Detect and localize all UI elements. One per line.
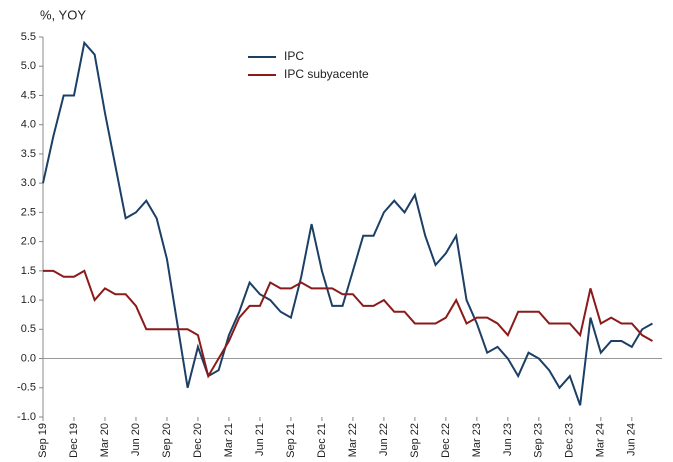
y-tick-label: 2.0 [21,236,36,248]
x-tick-label: Jun 23 [502,423,514,456]
x-tick-label: Dec 22 [440,423,452,458]
y-tick-label: 4.0 [21,119,36,131]
y-tick-label: 2.5 [21,206,36,218]
y-axis-title: %, YOY [40,7,86,22]
x-tick-label: Jun 22 [378,423,390,456]
y-tick-label: 3.5 [21,148,36,160]
y-tick-label: 4.5 [21,89,36,101]
x-tick-label: Dec 19 [68,423,80,458]
y-tick-label: 0.0 [21,352,36,364]
x-tick-label: Mar 20 [99,423,111,457]
x-tick-label: Sep 19 [37,423,49,458]
x-tick-label: Mar 23 [471,423,483,457]
legend-label: IPC subyacente [284,67,369,81]
x-tick-label: Dec 23 [564,423,576,458]
x-tick-label: Sep 23 [533,423,545,458]
x-tick-label: Sep 21 [285,423,297,458]
y-tick-label: -1.0 [17,411,36,423]
y-tick-label: 5.0 [21,60,36,72]
x-tick-label: Jun 24 [626,423,638,456]
y-tick-label: 3.0 [21,177,36,189]
y-tick-label: -0.5 [17,382,36,394]
x-tick-label: Sep 20 [161,423,173,458]
line-series [42,40,653,406]
x-tick-label: Dec 21 [316,423,328,458]
x-tick-label: Mar 24 [595,423,607,457]
x-tick-label: Jun 21 [254,423,266,456]
x-tick-label: Sep 22 [409,423,421,458]
x-tick-label: Jun 20 [130,423,142,456]
x-tick-label: Dec 20 [192,423,204,458]
legend-label: IPC [284,49,304,63]
y-tick-label: 5.5 [21,31,36,43]
x-tick-label: Mar 22 [347,423,359,457]
line-series [43,269,653,379]
y-tick-label: 0.5 [21,323,36,335]
x-tick-label: Mar 21 [223,423,235,457]
y-tick-label: 1.0 [21,294,36,306]
y-tick-label: 1.5 [21,265,36,277]
